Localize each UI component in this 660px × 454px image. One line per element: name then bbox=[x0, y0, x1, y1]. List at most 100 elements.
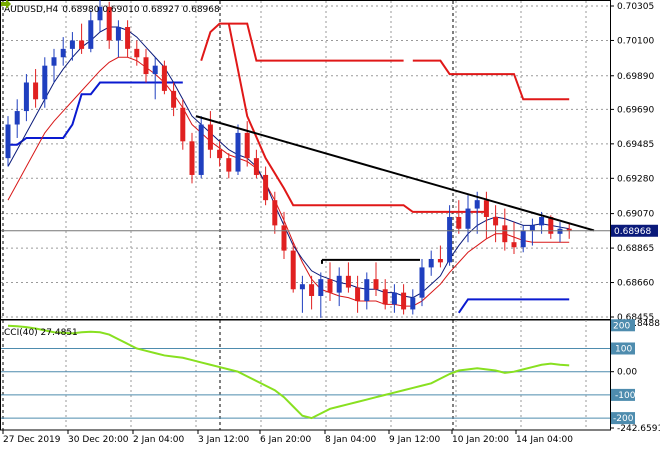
time-tick-label: 3 Jan 12:00 bbox=[198, 435, 250, 445]
time-tick-label: 8 Jan 04:00 bbox=[325, 435, 377, 445]
time-tick-label: 30 Dec 20:00 bbox=[68, 435, 129, 445]
lower-stop-line-2 bbox=[457, 298, 570, 314]
current-price-label: 0.68968 bbox=[614, 227, 651, 237]
candle-body bbox=[134, 48, 140, 58]
price-tick-label: 0.68455 bbox=[617, 313, 654, 323]
candle-body bbox=[410, 297, 416, 310]
candle-body bbox=[69, 40, 75, 49]
candle-body bbox=[161, 65, 167, 91]
upper-stop-line bbox=[200, 22, 404, 62]
ea-icon bbox=[1, 0, 11, 9]
cci-label: CCI(40) 27.4851 bbox=[4, 328, 78, 338]
candle-body bbox=[373, 279, 379, 290]
candle-body bbox=[189, 141, 195, 175]
ma-fast-line bbox=[7, 26, 570, 299]
cci-line bbox=[7, 324, 570, 420]
candle-body bbox=[60, 48, 66, 58]
candle-body bbox=[299, 284, 305, 290]
candle-body bbox=[511, 242, 517, 248]
candle-body bbox=[33, 82, 39, 100]
candle-body bbox=[456, 216, 462, 229]
candle-body bbox=[217, 149, 223, 159]
candle-body bbox=[263, 174, 269, 201]
candle-body bbox=[180, 107, 186, 142]
candle-body bbox=[483, 200, 489, 217]
ohlc-label: 0.68980 0.69010 0.68927 0.68968 bbox=[62, 5, 220, 15]
price-tick-label: 0.69485 bbox=[617, 140, 654, 150]
cci-level-box bbox=[611, 388, 635, 401]
candle-body bbox=[115, 27, 121, 41]
candle-body bbox=[244, 132, 250, 159]
candle-body bbox=[355, 287, 361, 302]
time-tick-label: 9 Jan 12:00 bbox=[389, 435, 441, 445]
time-tick-label: 27 Dec 2019 bbox=[3, 435, 61, 445]
price-tick-label: 0.70100 bbox=[617, 36, 654, 46]
candle-body bbox=[465, 208, 471, 229]
candle-body bbox=[79, 40, 85, 49]
time-tick-label: 2 Jan 04:00 bbox=[133, 435, 185, 445]
candle-body bbox=[520, 230, 526, 248]
candle-body bbox=[474, 200, 480, 209]
candle-body bbox=[502, 225, 508, 243]
candle-body bbox=[493, 216, 499, 226]
candle-body bbox=[171, 90, 177, 108]
candle-body bbox=[235, 132, 241, 172]
trendline bbox=[195, 115, 595, 232]
time-tick-label: 6 Jan 20:00 bbox=[260, 435, 312, 445]
candle-body bbox=[51, 57, 57, 66]
candle-body bbox=[364, 279, 370, 302]
cci-tick-label: -100 bbox=[615, 391, 636, 401]
candle-body bbox=[401, 292, 407, 310]
price-tick-label: 0.69690 bbox=[617, 105, 654, 115]
candle-body bbox=[125, 27, 131, 49]
candle-body bbox=[336, 275, 342, 293]
cci-tick-label: 209.8488 bbox=[617, 319, 660, 329]
candle-body bbox=[539, 216, 545, 226]
price-tick-label: 0.68660 bbox=[617, 279, 654, 289]
cci-level-box-neg200 bbox=[611, 412, 635, 425]
price-tick-label: 0.68865 bbox=[617, 244, 654, 254]
cci-tick-label: 0.00 bbox=[617, 368, 637, 378]
candle-body bbox=[281, 225, 287, 251]
cci-level-box-200 bbox=[611, 319, 635, 332]
time-tick-label: 10 Jan 20:00 bbox=[452, 435, 509, 445]
candle-body bbox=[290, 250, 296, 290]
candle-body bbox=[23, 82, 29, 112]
ma-slow-line bbox=[7, 56, 570, 307]
cci-tick-label: -242.6591 bbox=[617, 424, 660, 434]
candle-body bbox=[428, 259, 434, 268]
symbol-label: AUDUSD,H4 bbox=[4, 5, 59, 15]
candle-body bbox=[226, 158, 232, 172]
price-tick-label: 0.69070 bbox=[617, 210, 654, 220]
cci-panel-frame bbox=[0, 319, 611, 431]
candle-body bbox=[318, 279, 324, 296]
chart-header: AUDUSD,H4 0.68980 0.69010 0.68927 0.68968 bbox=[4, 5, 220, 15]
price-tick-label: 0.69890 bbox=[617, 72, 654, 82]
candle-body bbox=[97, 6, 103, 21]
price-tick-label: 0.69280 bbox=[617, 174, 654, 184]
candle-body bbox=[143, 57, 149, 75]
price-tick-label: 0.70305 bbox=[617, 2, 654, 12]
cci-tick-label: 100 bbox=[615, 344, 632, 354]
time-tick-label: 14 Jan 04:00 bbox=[516, 435, 573, 445]
current-price-box bbox=[611, 224, 658, 237]
candle-body bbox=[152, 65, 158, 75]
candle-body bbox=[309, 284, 315, 296]
candle-body bbox=[5, 124, 11, 159]
cci-level-box bbox=[611, 342, 635, 355]
upper-stop-line-3 bbox=[227, 23, 487, 213]
candle-body bbox=[529, 225, 535, 231]
candle-body bbox=[557, 228, 563, 234]
candle-body bbox=[391, 292, 397, 305]
candle-body bbox=[566, 228, 572, 231]
candle-body bbox=[253, 158, 259, 175]
candle-body bbox=[437, 259, 443, 263]
candle-body bbox=[447, 216, 453, 263]
candle-body bbox=[272, 200, 278, 226]
candle-body bbox=[14, 111, 20, 125]
cci-tick-label: 200 bbox=[613, 321, 630, 331]
candle-body bbox=[548, 216, 554, 234]
candle-body bbox=[207, 124, 213, 150]
